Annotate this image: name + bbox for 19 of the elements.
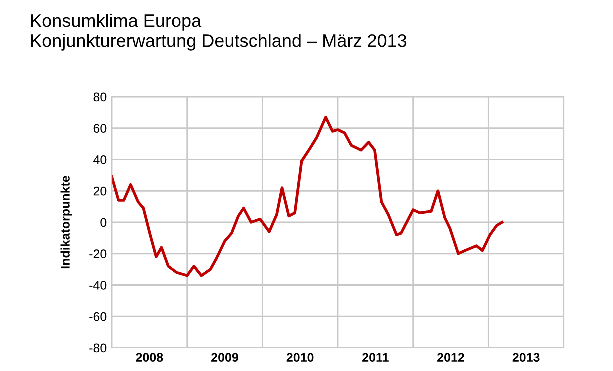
x-tick-label: 2008 <box>136 353 164 362</box>
y-axis-title: Indikatorpunkte <box>60 176 72 269</box>
x-tick-label: 2009 <box>212 353 238 362</box>
y-tick-label: 0 <box>100 218 107 228</box>
x-tick-label: 2013 <box>512 353 540 362</box>
y-tick-label: -80 <box>90 344 107 353</box>
y-tick-label: 80 <box>94 92 107 102</box>
x-tick-label: 2012 <box>438 353 464 362</box>
y-tick-label: -60 <box>90 312 107 322</box>
x-tick-label: 2011 <box>362 353 389 362</box>
y-tick-label: 60 <box>94 124 107 134</box>
x-tick-label: 2010 <box>286 353 314 362</box>
line-series <box>112 116 504 278</box>
chart-title: Konsumklima Europa <box>31 14 202 31</box>
y-tick-label: 20 <box>94 186 107 196</box>
chart-subtitle: Konjunkturerwartung Deutschland – März 2013 <box>31 34 407 51</box>
y-tick-label: 40 <box>94 156 107 164</box>
y-tick-label: -20 <box>90 250 107 259</box>
y-tick-label: -40 <box>90 281 107 290</box>
